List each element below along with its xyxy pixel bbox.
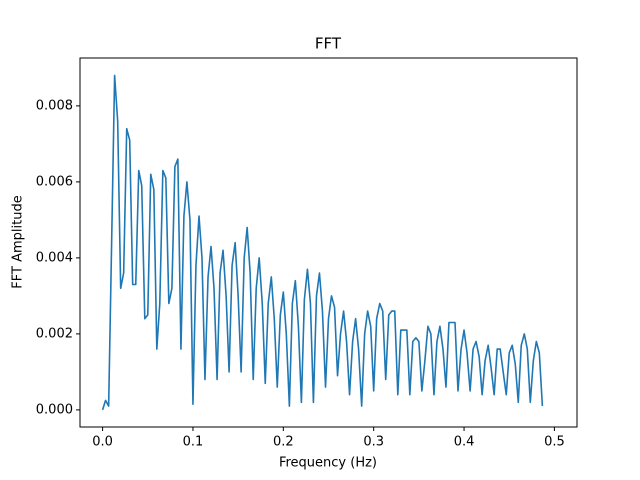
- y-tick-label: 0.002: [36, 326, 73, 341]
- x-tick-label: 0.2: [273, 435, 294, 450]
- y-axis-label: FFT Amplitude: [11, 195, 26, 288]
- x-tick-label: 0.1: [183, 435, 204, 450]
- x-tick-label: 0.3: [363, 435, 384, 450]
- line: [101, 74, 544, 411]
- chart-title: FFT: [315, 35, 342, 53]
- plot-frame: [79, 57, 578, 428]
- y-tick-label: 0.004: [36, 250, 73, 265]
- x-tick-label: 0.0: [92, 435, 113, 450]
- x-tick-label: 0.4: [454, 435, 475, 450]
- y-tick-label: 0.006: [36, 174, 73, 189]
- x-axis-label: Frequency (Hz): [279, 456, 377, 471]
- x-tick-label: 0.5: [544, 435, 565, 450]
- y-tick-label: 0.008: [36, 98, 73, 113]
- y-tick-label: 0.000: [36, 402, 73, 417]
